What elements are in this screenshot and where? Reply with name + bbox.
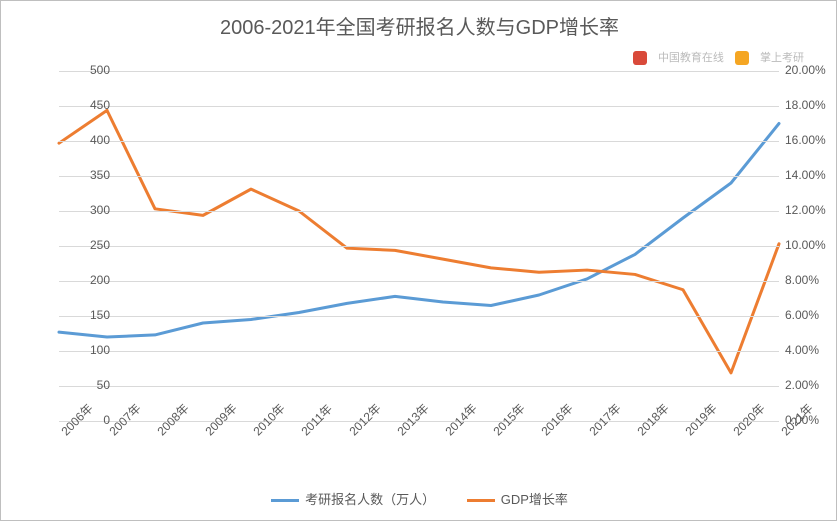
x-tick: 2012年 xyxy=(345,427,357,439)
y-left-tick: 450 xyxy=(60,98,110,112)
wm-icon-1 xyxy=(633,51,647,65)
x-tick: 2017年 xyxy=(585,427,597,439)
legend-label-1: 考研报名人数（万人） xyxy=(305,492,435,507)
y-left-tick: 50 xyxy=(60,378,110,392)
x-tick: 2007年 xyxy=(105,427,117,439)
y-right-tick: 16.00% xyxy=(785,133,835,147)
y-right-tick: 18.00% xyxy=(785,98,835,112)
series-line xyxy=(59,124,779,338)
legend-item-series1: 考研报名人数（万人） xyxy=(271,489,435,508)
x-tick: 2013年 xyxy=(393,427,405,439)
watermark-area: 中国教育在线 掌上考研 xyxy=(625,49,804,65)
y-left-tick: 150 xyxy=(60,308,110,322)
y-right-tick: 14.00% xyxy=(785,168,835,182)
y-left-tick: 350 xyxy=(60,168,110,182)
wm-text-1: 中国教育在线 xyxy=(658,49,724,65)
y-left-tick: 200 xyxy=(60,273,110,287)
y-left-tick: 250 xyxy=(60,238,110,252)
x-tick: 2021年 xyxy=(777,427,789,439)
x-tick: 2020年 xyxy=(729,427,741,439)
legend-swatch-1 xyxy=(271,499,299,502)
y-right-tick: 2.00% xyxy=(785,378,835,392)
x-tick: 2009年 xyxy=(201,427,213,439)
y-left-tick: 500 xyxy=(60,63,110,77)
y-left-tick: 100 xyxy=(60,343,110,357)
legend-item-series2: GDP增长率 xyxy=(467,489,568,508)
chart-title: 2006-2021年全国考研报名人数与GDP增长率 xyxy=(1,11,837,40)
x-tick: 2006年 xyxy=(57,427,69,439)
x-tick: 2019年 xyxy=(681,427,693,439)
y-right-tick: 20.00% xyxy=(785,63,835,77)
y-right-tick: 12.00% xyxy=(785,203,835,217)
wm-icon-2 xyxy=(735,51,749,65)
x-tick: 2011年 xyxy=(297,427,309,439)
plot-area xyxy=(59,71,779,421)
chart-container: 2006-2021年全国考研报名人数与GDP增长率 中国教育在线 掌上考研 考研… xyxy=(0,0,837,521)
x-tick: 2008年 xyxy=(153,427,165,439)
x-tick: 2015年 xyxy=(489,427,501,439)
x-tick: 2016年 xyxy=(537,427,549,439)
y-left-tick: 300 xyxy=(60,203,110,217)
y-right-tick: 8.00% xyxy=(785,273,835,287)
x-tick: 2010年 xyxy=(249,427,261,439)
legend-swatch-2 xyxy=(467,499,495,502)
legend-label-2: GDP增长率 xyxy=(501,492,568,507)
x-tick: 2014年 xyxy=(441,427,453,439)
y-right-tick: 4.00% xyxy=(785,343,835,357)
y-right-tick: 6.00% xyxy=(785,308,835,322)
y-left-tick: 400 xyxy=(60,133,110,147)
series-line xyxy=(59,110,779,373)
legend: 考研报名人数（万人） GDP增长率 xyxy=(1,489,837,508)
y-right-tick: 10.00% xyxy=(785,238,835,252)
x-tick: 2018年 xyxy=(633,427,645,439)
